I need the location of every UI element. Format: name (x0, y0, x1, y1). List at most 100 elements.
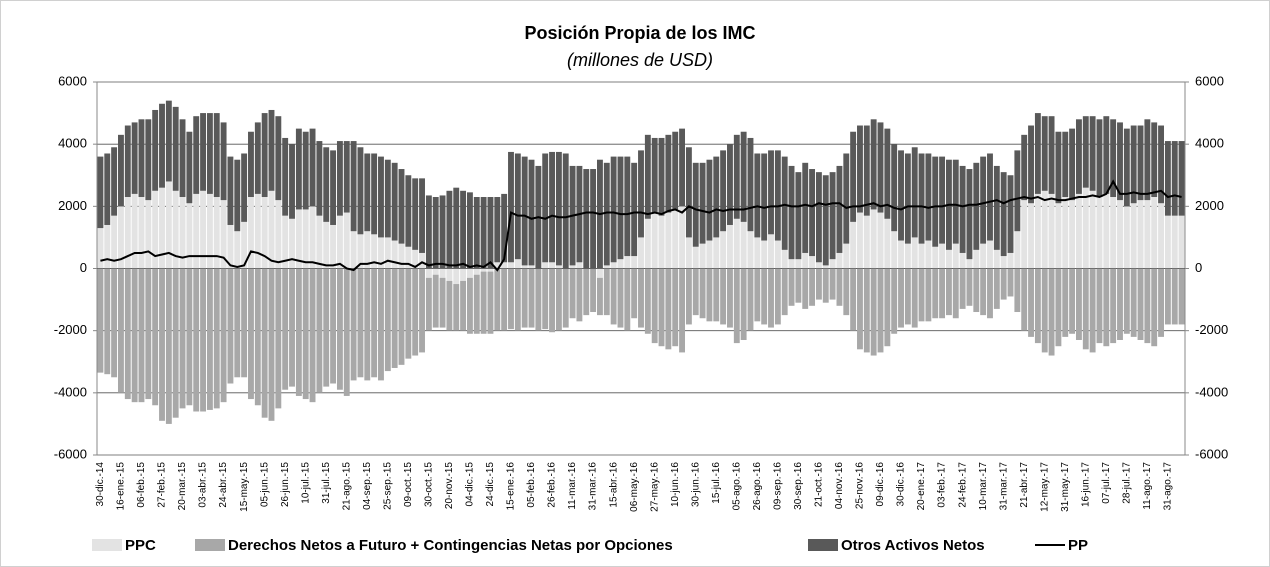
bar (104, 268, 111, 375)
x-tick-label: 21-abr.-17 (1019, 462, 1030, 508)
bar (679, 206, 685, 269)
bar (118, 268, 124, 393)
bar (227, 156, 234, 225)
y-tick-label: -4000 (54, 384, 87, 399)
bar (932, 246, 939, 269)
bar (843, 243, 850, 269)
bar (1069, 268, 1076, 334)
bar (302, 131, 309, 210)
bar (973, 162, 980, 250)
bar (939, 156, 946, 244)
bar (870, 209, 877, 269)
bar (590, 268, 597, 313)
x-tick-label: 31-mar.-16 (588, 462, 599, 511)
bar (234, 231, 241, 269)
bar (145, 268, 152, 400)
bar (774, 240, 781, 269)
x-tick-label: 26-feb.-16 (547, 462, 558, 508)
bar (384, 237, 391, 269)
y-tick-label: -2000 (54, 322, 87, 337)
bar (535, 268, 542, 331)
x-tick-label: 15-may.-15 (239, 462, 250, 512)
x-tick-label: 30-jun.-16 (690, 462, 701, 507)
x-tick-label: 24-abr.-15 (218, 462, 229, 508)
bar (829, 268, 836, 300)
bar (1034, 193, 1041, 269)
bar (857, 268, 863, 350)
bar (295, 209, 302, 269)
bar (309, 206, 316, 269)
bar (432, 268, 439, 275)
bar (802, 162, 809, 253)
bar (1130, 268, 1137, 337)
bar (193, 193, 200, 269)
bar (466, 277, 473, 334)
x-tick-label: 31-may.-17 (1060, 462, 1071, 512)
legend-label: PP (1068, 537, 1088, 554)
bar (131, 122, 138, 194)
bar (1158, 268, 1164, 337)
bar (679, 128, 685, 207)
bar (788, 268, 795, 306)
bar (1069, 128, 1076, 201)
bar (398, 268, 405, 365)
bar (617, 156, 624, 260)
bar (706, 159, 713, 241)
bar (980, 243, 987, 269)
bar (364, 231, 371, 269)
bar (665, 134, 672, 213)
bar (425, 195, 432, 269)
bar (473, 274, 480, 334)
bar (993, 165, 1000, 250)
x-tick-label: 20-nov.-15 (444, 462, 455, 510)
bar (501, 268, 508, 331)
bar (336, 141, 343, 216)
bar (330, 224, 337, 269)
bar (357, 268, 364, 378)
bar (836, 252, 843, 269)
bar (555, 268, 562, 331)
bar (761, 153, 768, 241)
bar (1117, 122, 1123, 201)
bar (774, 268, 781, 325)
bar (911, 268, 918, 328)
bar (822, 175, 829, 266)
bar (987, 240, 993, 269)
bar (124, 268, 131, 400)
bar (932, 268, 939, 319)
bar (124, 125, 131, 198)
x-tick-label: 25-sep.-15 (382, 462, 393, 510)
bar (1082, 187, 1089, 269)
bar (419, 268, 425, 353)
bar (952, 268, 959, 319)
x-tick-label: 06-feb.-15 (136, 462, 147, 508)
bar (289, 268, 295, 387)
bar (248, 268, 254, 400)
bar (309, 268, 316, 403)
bar (1028, 125, 1034, 204)
bar (330, 268, 337, 384)
y2-tick-label: -2000 (1195, 322, 1228, 337)
bar (603, 265, 610, 269)
bar (549, 262, 555, 269)
bar (720, 231, 727, 269)
bar (727, 268, 733, 328)
bar (138, 119, 145, 198)
bar (419, 178, 425, 253)
bar (870, 119, 877, 210)
bar (514, 268, 521, 331)
bar (644, 268, 651, 334)
bar (343, 268, 350, 396)
bar (980, 268, 987, 316)
bar (569, 268, 576, 319)
bar (480, 271, 487, 334)
bar (295, 128, 302, 210)
bar (692, 162, 699, 247)
bar (206, 268, 213, 410)
bar (1164, 215, 1171, 269)
bar (1021, 200, 1028, 269)
bar (254, 193, 261, 269)
bar (97, 156, 104, 229)
bar (473, 197, 480, 269)
bar (1089, 190, 1096, 269)
